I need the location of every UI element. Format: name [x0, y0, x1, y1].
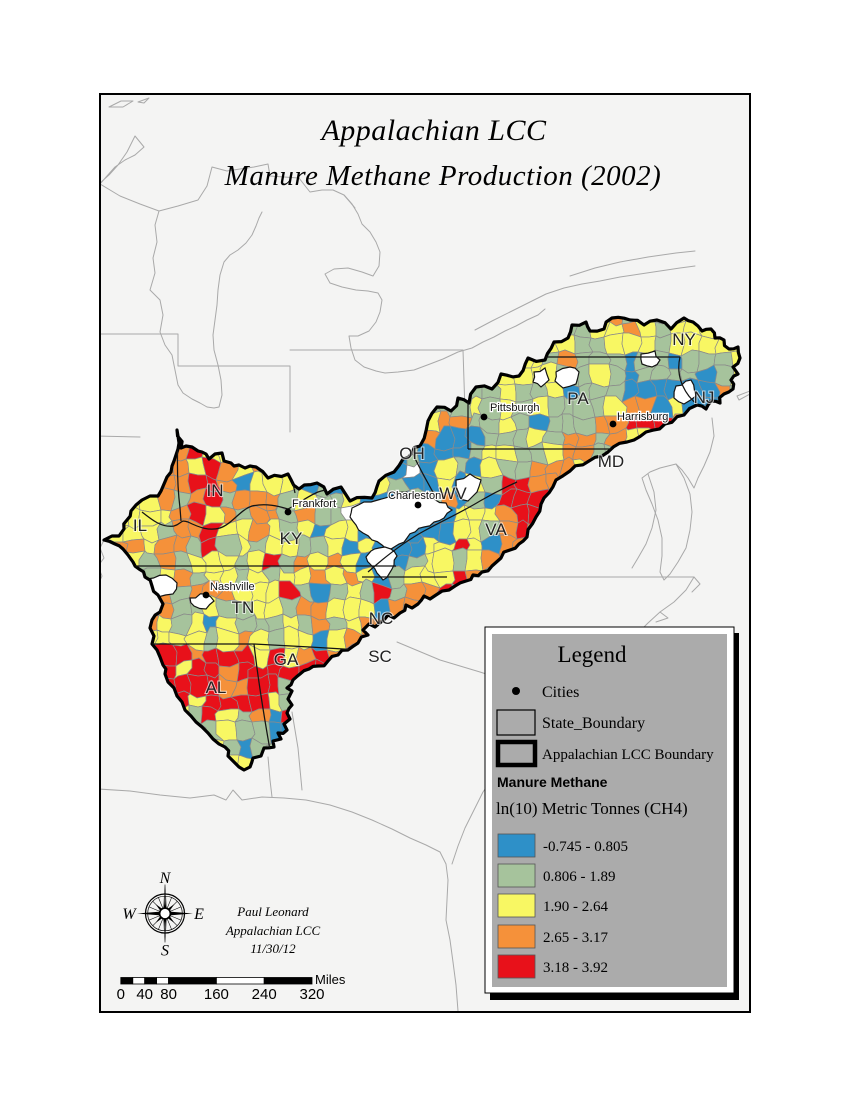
svg-text:Appalachian LCC: Appalachian LCC: [319, 114, 547, 147]
svg-text:GA: GA: [274, 650, 299, 669]
svg-text:E: E: [193, 906, 204, 923]
svg-text:Manure Methane Production (200: Manure Methane Production (2002): [224, 160, 662, 192]
svg-text:N: N: [159, 870, 172, 887]
svg-text:Pittsburgh: Pittsburgh: [490, 402, 540, 414]
svg-text:Frankfort: Frankfort: [292, 498, 336, 510]
svg-text:OH: OH: [399, 444, 425, 463]
svg-text:160: 160: [204, 986, 229, 1003]
svg-text:AL: AL: [206, 678, 227, 697]
svg-text:Miles: Miles: [315, 972, 346, 987]
svg-text:Harrisburg: Harrisburg: [617, 411, 668, 423]
svg-text:0.806 - 1.89: 0.806 - 1.89: [543, 869, 616, 885]
svg-text:KY: KY: [280, 529, 303, 548]
svg-text:MD: MD: [598, 452, 624, 471]
svg-text:State_Boundary: State_Boundary: [542, 715, 645, 732]
svg-text:S: S: [161, 943, 169, 960]
svg-text:Paul Leonard: Paul Leonard: [236, 904, 309, 919]
svg-text:NJ: NJ: [694, 388, 715, 407]
svg-text:Appalachian LCC Boundary: Appalachian LCC Boundary: [542, 747, 714, 763]
svg-text:3.18 - 3.92: 3.18 - 3.92: [543, 960, 608, 976]
svg-text:NY: NY: [672, 330, 696, 349]
svg-text:11/30/12: 11/30/12: [250, 941, 296, 956]
svg-text:-0.745 - 0.805: -0.745 - 0.805: [543, 839, 628, 855]
svg-text:2.65 - 3.17: 2.65 - 3.17: [543, 930, 608, 946]
svg-text:W: W: [122, 906, 137, 923]
svg-text:IL: IL: [133, 516, 147, 535]
svg-text:ln(10) Metric Tonnes (CH4): ln(10) Metric Tonnes (CH4): [496, 799, 688, 818]
svg-text:320: 320: [299, 986, 324, 1003]
svg-text:Manure Methane: Manure Methane: [497, 774, 608, 790]
svg-text:SC: SC: [368, 647, 392, 666]
svg-text:Charleston: Charleston: [388, 490, 441, 502]
svg-text:240: 240: [252, 986, 277, 1003]
svg-text:TN: TN: [232, 598, 255, 617]
svg-text:Appalachian LCC: Appalachian LCC: [225, 923, 321, 938]
svg-text:PA: PA: [567, 389, 589, 408]
svg-text:80: 80: [160, 986, 177, 1003]
svg-text:Nashville: Nashville: [210, 581, 255, 593]
svg-text:IN: IN: [207, 481, 224, 500]
svg-text:WV: WV: [439, 484, 467, 503]
svg-text:NC: NC: [369, 609, 394, 628]
svg-text:Cities: Cities: [542, 684, 579, 701]
svg-text:40: 40: [136, 986, 153, 1003]
svg-text:VA: VA: [485, 520, 507, 539]
svg-text:Legend: Legend: [558, 642, 627, 667]
svg-text:0: 0: [117, 986, 125, 1003]
svg-text:1.90 - 2.64: 1.90 - 2.64: [543, 899, 608, 915]
